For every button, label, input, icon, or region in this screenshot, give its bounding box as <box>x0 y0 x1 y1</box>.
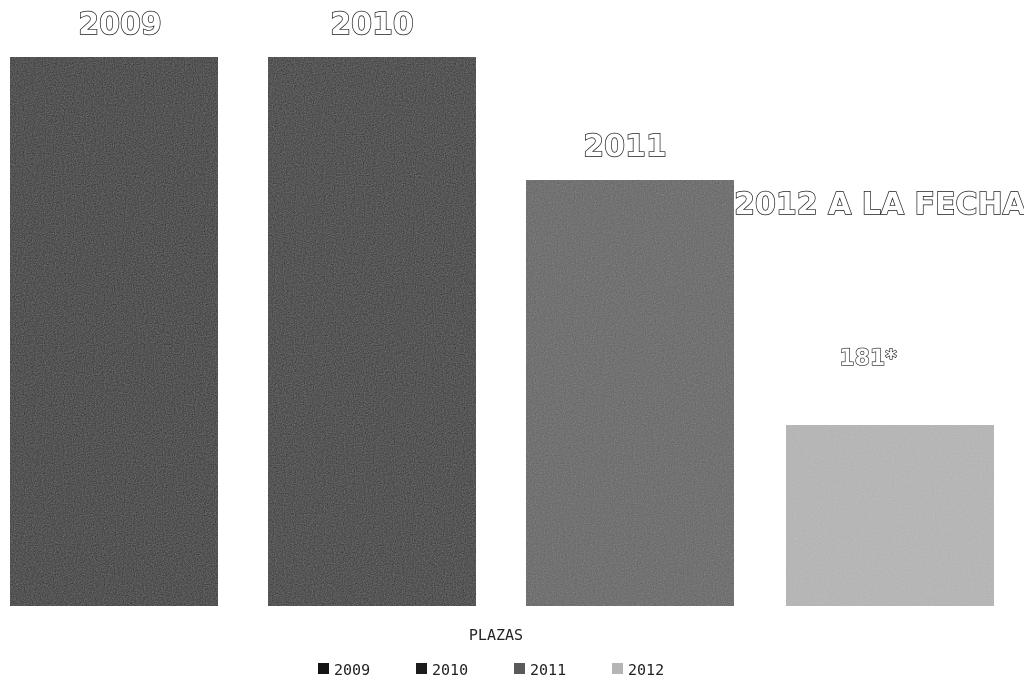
bar-category-label: 2012 A LA FECHA <box>734 187 1024 222</box>
bar-2011 <box>526 180 734 606</box>
bar-category-label: 2010 <box>330 7 414 42</box>
bar-category-label: 2009 <box>78 7 162 42</box>
legend-label: 2009 <box>334 661 370 679</box>
legend-swatch <box>416 663 427 674</box>
bar-2010 <box>268 57 476 606</box>
legend-swatch <box>612 663 623 674</box>
legend: 2009 2010 2011 2012 <box>318 661 664 679</box>
legend-label: 2012 <box>628 661 664 679</box>
bar-category-label: 2011 <box>583 129 667 164</box>
legend-swatch <box>318 663 329 674</box>
bars-layer <box>10 57 994 606</box>
bar-value-label: 181* <box>839 346 897 371</box>
legend-swatch <box>514 663 525 674</box>
bar-2012-a-la-fecha <box>786 425 994 606</box>
category-labels-layer: 2009 2010 2011 2012 A LA FECHA <box>78 6 1024 222</box>
legend-label: 2011 <box>530 661 566 679</box>
x-axis-label: PLAZAS <box>469 626 523 644</box>
bar-2009 <box>10 57 218 606</box>
value-labels-layer: 181* <box>839 345 898 371</box>
legend-label: 2010 <box>432 661 468 679</box>
